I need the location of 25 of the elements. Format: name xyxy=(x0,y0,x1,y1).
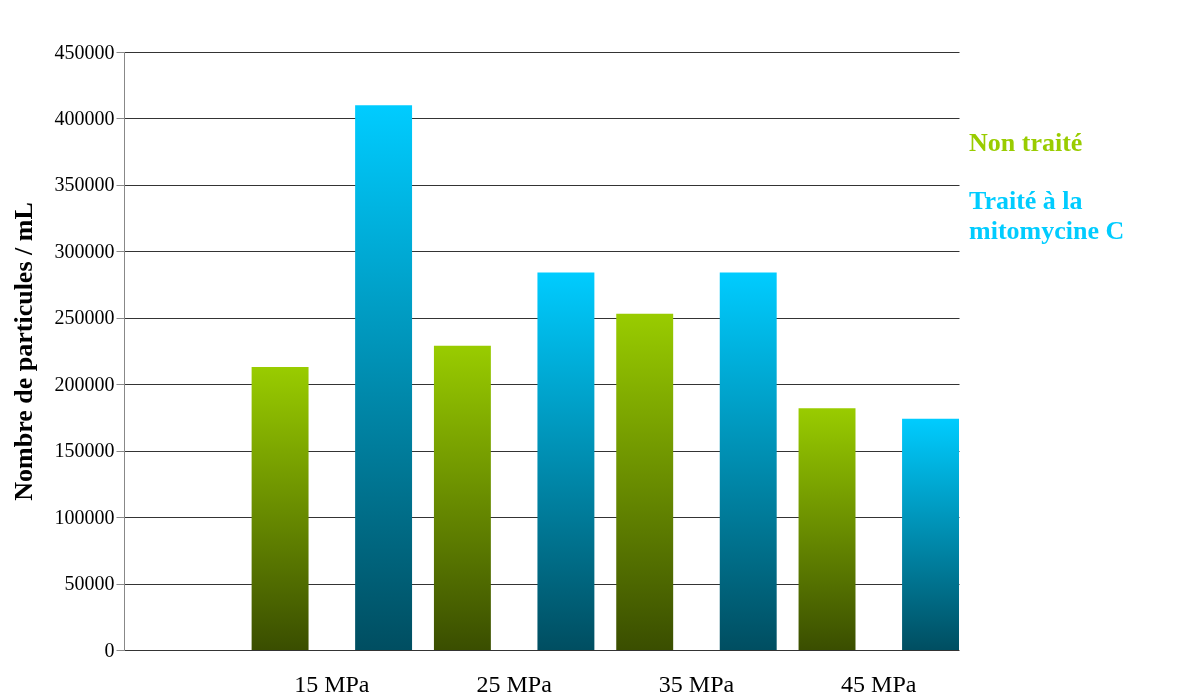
y-tick-label: 450000 xyxy=(54,40,115,63)
x-tick-label: 15 MPa xyxy=(294,670,370,693)
x-tick-label: 35 MPa xyxy=(658,670,735,693)
y-tick-label: 0 xyxy=(104,638,115,661)
y-tick-label: 300000 xyxy=(54,239,115,262)
y-tick-label: 50000 xyxy=(64,572,115,595)
y-tick-label: 200000 xyxy=(54,372,115,395)
bar xyxy=(719,272,777,650)
y-tick-label: 150000 xyxy=(54,439,115,462)
y-axis-title: Nombre de particules / mL xyxy=(8,202,38,501)
y-tick-label: 400000 xyxy=(54,106,115,129)
y-tick-label: 350000 xyxy=(54,173,115,196)
x-tick-label: 25 MPa xyxy=(476,670,553,693)
x-tick-label: 45 MPa xyxy=(841,670,917,693)
text: Traité à la mitomycine C xyxy=(969,186,1126,246)
y-tick-label: 100000 xyxy=(54,505,115,528)
bar xyxy=(902,418,959,650)
bar xyxy=(798,408,856,650)
bar xyxy=(537,272,595,650)
text: Non traité xyxy=(969,128,1084,158)
bar xyxy=(251,366,309,650)
bar xyxy=(433,345,491,650)
bar xyxy=(616,313,674,650)
y-tick-label: 250000 xyxy=(54,306,115,329)
bar xyxy=(355,105,413,650)
